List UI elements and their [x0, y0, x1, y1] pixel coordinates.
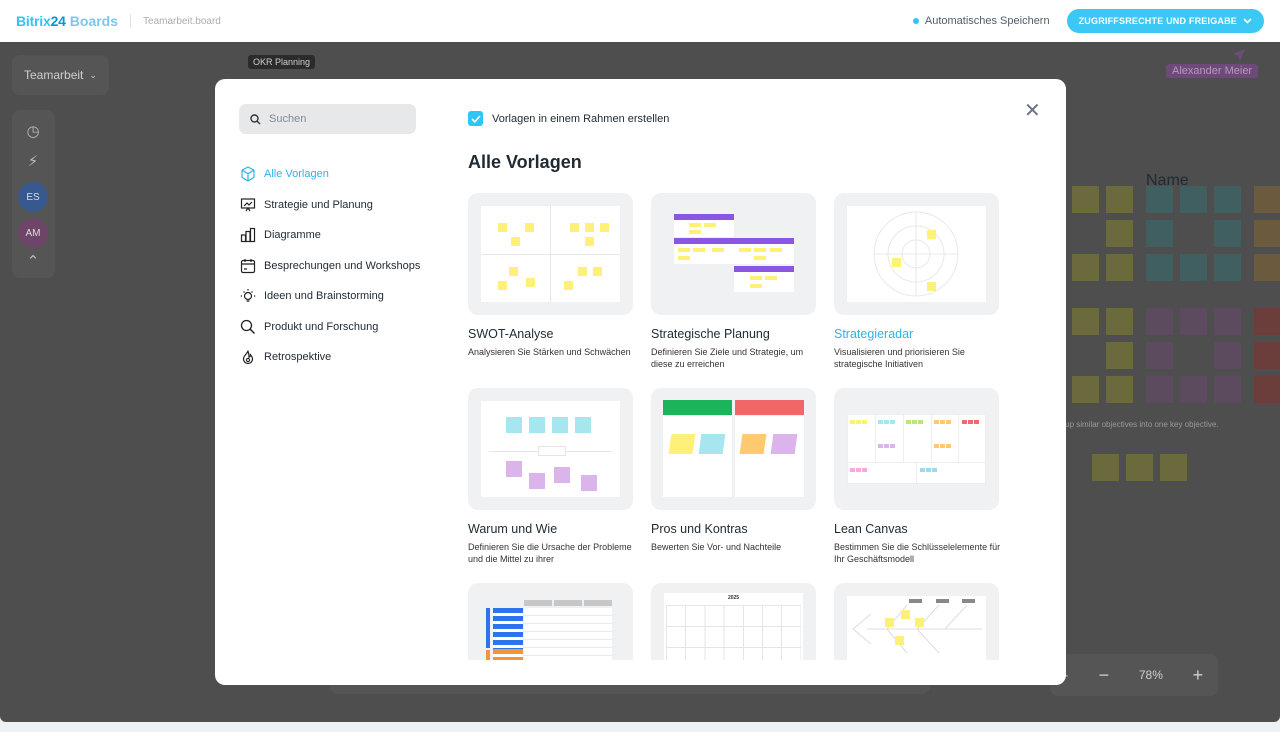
close-icon[interactable]: ✕	[1024, 100, 1041, 122]
template-card[interactable]: Pros und Kontras Bewerten Sie Vor- und N…	[651, 388, 816, 553]
frame-checkbox[interactable]	[468, 111, 483, 126]
top-bar: Bitrix24 Boards Teamarbeit.board Automat…	[0, 0, 1280, 42]
flame-icon	[239, 348, 257, 366]
template-thumbnail-pros-cons[interactable]	[651, 388, 816, 510]
template-grid: SWOT-Analyse Analysieren Sie Stärken und…	[468, 193, 1028, 660]
sticky-group	[1092, 454, 1188, 482]
cursor-arrow-icon	[1233, 49, 1245, 61]
zoom-controls: · − 78% +	[1050, 654, 1218, 696]
radar-graphic	[873, 211, 959, 297]
template-thumbnail-calendar[interactable]: 2025	[651, 583, 816, 660]
board-toolbar: ◷ ⚡ ES AM ⌃	[12, 110, 55, 278]
frame-checkbox-label: Vorlagen in einem Rahmen erstellen	[492, 112, 670, 125]
chevron-down-icon	[1243, 18, 1252, 24]
chevron-up-icon[interactable]: ⌃	[26, 253, 40, 270]
template-card[interactable]: Warum und Wie Definieren Sie die Ursache…	[468, 388, 633, 565]
sticky-group	[1072, 308, 1280, 404]
more-icon[interactable]: ·	[1064, 668, 1069, 682]
template-card[interactable]: Strategieradar Visualisieren und prioris…	[834, 193, 999, 370]
template-card[interactable]: SWOT-Analyse Analysieren Sie Stärken und…	[468, 193, 633, 358]
zoom-in-button[interactable]: +	[1192, 664, 1204, 685]
template-title: Strategieradar	[834, 327, 914, 341]
autosave-status: Automatisches Speichern	[912, 15, 1050, 27]
category-meetings[interactable]: Besprechungen und Workshops	[239, 251, 439, 282]
access-and-share-button[interactable]: ZUGRIFFSRECHTE UND FREIGABE	[1066, 9, 1264, 33]
template-title: SWOT-Analyse	[468, 327, 554, 341]
category-strategy[interactable]: Strategie und Planung	[239, 190, 439, 221]
calendar-icon	[239, 257, 257, 275]
lightbulb-icon	[239, 287, 257, 305]
board-file-name: Teamarbeit.board	[143, 15, 221, 27]
autosave-label: Automatisches Speichern	[924, 15, 1050, 27]
zoom-level: 78%	[1138, 668, 1163, 682]
template-description: Definieren Sie Ziele und Strategie, um d…	[651, 347, 804, 369]
magnifier-icon	[239, 318, 257, 336]
template-card[interactable]	[834, 583, 999, 660]
template-description: Bestimmen Sie die Schlüsselelemente für …	[834, 542, 1001, 564]
sticky-group	[1072, 186, 1280, 282]
avatar[interactable]: ES	[18, 182, 48, 212]
calendar-year: 2025	[727, 595, 740, 601]
category-ideas[interactable]: Ideen und Brainstorming	[239, 281, 439, 312]
category-all-templates[interactable]: Alle Vorlagen	[239, 159, 439, 190]
template-thumbnail-why-and-how[interactable]	[468, 388, 633, 510]
template-title: Pros und Kontras	[651, 522, 748, 536]
magic-wand-icon[interactable]: ⚡	[27, 153, 39, 170]
template-thumbnail-fishbone[interactable]	[834, 583, 999, 660]
history-icon[interactable]: ◷	[26, 123, 40, 140]
bar-chart-icon	[239, 226, 257, 244]
category-retrospective[interactable]: Retrospektive	[239, 342, 439, 373]
template-title: Lean Canvas	[834, 522, 908, 536]
bitrix24-logo[interactable]: Bitrix24	[16, 13, 66, 29]
fishbone-lines	[852, 604, 982, 654]
template-title: Warum und Wie	[468, 522, 558, 536]
column-name: Name	[1146, 172, 1189, 189]
template-gallery-dialog: ✕ Alle Vorlagen Strategie und Planung Di…	[215, 79, 1066, 685]
template-card[interactable]: 2025	[651, 583, 816, 660]
template-thumbnail-swot[interactable]	[468, 193, 633, 315]
template-description: Definieren Sie die Ursache der Probleme …	[468, 542, 632, 564]
template-thumbnail-table[interactable]	[468, 583, 633, 660]
template-title: Strategische Planung	[651, 327, 770, 341]
cube-icon	[239, 165, 257, 183]
category-diagrams[interactable]: Diagramme	[239, 220, 439, 251]
divider	[130, 14, 132, 28]
template-card[interactable]	[468, 583, 633, 660]
presentation-icon	[239, 196, 257, 214]
avatar[interactable]: AM	[18, 218, 48, 248]
zoom-out-button[interactable]: −	[1098, 664, 1110, 685]
user-cursor-label: Alexander Meier	[1166, 64, 1259, 78]
template-thumbnail-lean-canvas[interactable]	[834, 388, 999, 510]
team-selector[interactable]: Teamarbeit ⌄	[12, 55, 109, 95]
template-description: Analysieren Sie Stärken und Schwächen	[468, 347, 631, 357]
search-box[interactable]	[239, 104, 416, 134]
template-description: Bewerten Sie Vor- und Nachteile	[651, 542, 782, 552]
frame-checkbox-row[interactable]: Vorlagen in einem Rahmen erstellen	[468, 111, 669, 126]
template-card[interactable]: Lean Canvas Bestimmen Sie die Schlüssele…	[834, 388, 1001, 565]
section-heading: Alle Vorlagen	[468, 152, 582, 172]
template-thumbnail-strategic-planning[interactable]	[651, 193, 816, 315]
template-description: Visualisieren und priorisieren Sie strat…	[834, 347, 965, 369]
frame-label[interactable]: OKR Planning	[248, 55, 316, 69]
search-icon	[250, 113, 261, 124]
checkmark-icon	[470, 114, 481, 123]
search-input[interactable]	[269, 113, 399, 125]
template-card[interactable]: Strategische Planung Definieren Sie Ziel…	[651, 193, 816, 370]
template-thumbnail-strategy-radar[interactable]	[834, 193, 999, 315]
autosave-dot-icon	[912, 18, 919, 24]
category-list: Alle Vorlagen Strategie und Planung Diag…	[239, 159, 439, 373]
boards-logo-label: Boards	[69, 13, 119, 29]
hint-text: roup similar objectives into one key obj…	[1058, 420, 1219, 429]
category-product-research[interactable]: Produkt und Forschung	[239, 312, 439, 343]
